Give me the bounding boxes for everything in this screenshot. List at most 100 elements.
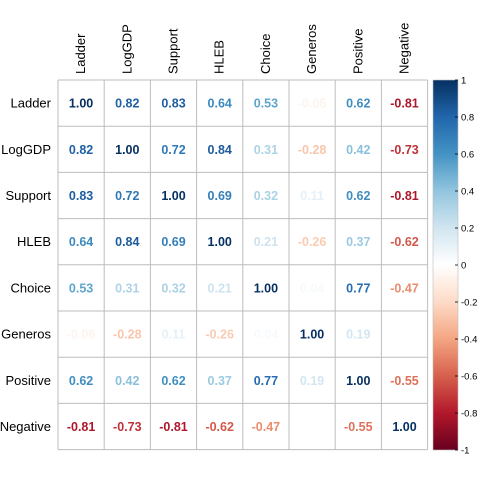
value-label-positive-loggdp: 0.42 (115, 374, 139, 388)
colorbar-tick-label: -1 (461, 446, 469, 457)
value-label-loggdp-choice: 0.31 (254, 143, 278, 157)
cell-support-ladder (58, 172, 105, 219)
row-label-choice: Choice (11, 280, 51, 295)
column-label-negative: Negative (397, 23, 412, 74)
heatmap-grid (57, 79, 429, 451)
column-label-positive: Positive (350, 28, 365, 74)
cell-positive-ladder (58, 357, 105, 404)
cell-loggdp-positive (335, 126, 382, 173)
cell-ladder-loggdp (104, 80, 151, 127)
row-label-loggdp: LogGDP (1, 142, 51, 157)
value-label-support-choice: 0.32 (254, 189, 278, 203)
value-label-choice-positive: 0.77 (346, 281, 370, 295)
cell-choice-loggdp (104, 264, 151, 311)
colorbar: 1 0.8 0.6 0.4 0.2 0 -0.2 -0.4 -0.6 -0.8 -1 (432, 76, 477, 457)
row-label-generos: Generos (1, 327, 51, 342)
value-label-choice-loggdp: 0.31 (115, 281, 139, 295)
row-label-support: Support (5, 188, 51, 203)
column-label-loggdp: LogGDP (119, 24, 134, 74)
value-label-positive-positive: 1.00 (346, 374, 370, 388)
row-label-ladder: Ladder (11, 96, 52, 111)
value-label-hleb-ladder: 0.64 (69, 235, 93, 249)
value-label-loggdp-positive: 0.42 (346, 143, 370, 157)
cell-support-generos (289, 172, 336, 219)
value-label-negative-ladder: -0.81 (67, 420, 96, 434)
cell-negative-generos (289, 403, 336, 450)
colorbar-tick-label: 0 (461, 261, 466, 272)
value-label-support-loggdp: 0.72 (115, 189, 139, 203)
value-label-support-hleb: 0.69 (208, 189, 232, 203)
value-label-generos-generos: 1.00 (300, 328, 324, 342)
cell-ladder-choice (242, 80, 289, 127)
cell-support-hleb (196, 172, 243, 219)
cell-generos-ladder (58, 311, 105, 358)
colorbar-tick-label: -0.6 (461, 372, 477, 383)
value-label-support-generos: 0.11 (300, 189, 324, 203)
cell-support-loggdp (104, 172, 151, 219)
value-label-positive-choice: 0.77 (254, 374, 278, 388)
value-label-hleb-choice: 0.21 (254, 235, 278, 249)
cell-positive-loggdp (104, 357, 151, 404)
value-label-ladder-choice: 0.53 (254, 97, 278, 111)
colorbar-tick-label: -0.2 (461, 298, 477, 309)
value-label-negative-hleb: -0.62 (205, 420, 234, 434)
value-label-positive-generos: 0.19 (300, 374, 324, 388)
heatmap-cells (58, 80, 428, 450)
cell-support-choice (242, 172, 289, 219)
cell-generos-choice (242, 311, 289, 358)
cell-ladder-positive (335, 80, 382, 127)
value-label-loggdp-negative: -0.73 (390, 143, 419, 157)
cell-support-negative (381, 172, 428, 219)
value-label-choice-ladder: 0.53 (69, 281, 93, 295)
cell-choice-generos (289, 264, 336, 311)
cell-negative-loggdp (104, 403, 151, 450)
colorbar-tick-label: -0.4 (461, 335, 477, 346)
column-label-ladder: Ladder (73, 33, 88, 74)
value-label-choice-choice: 1.00 (254, 281, 278, 295)
value-label-generos-loggdp: -0.28 (113, 328, 142, 342)
value-label-ladder-generos: -0.06 (298, 97, 327, 111)
value-label-negative-positive: -0.55 (344, 420, 373, 434)
cell-ladder-ladder (58, 80, 105, 127)
cell-choice-positive (335, 264, 382, 311)
cell-ladder-hleb (196, 80, 243, 127)
value-label-positive-ladder: 0.62 (69, 374, 93, 388)
value-label-negative-support: -0.81 (159, 420, 188, 434)
cell-generos-generos (289, 311, 336, 358)
cell-choice-hleb (196, 264, 243, 311)
value-label-negative-negative: 1.00 (392, 420, 416, 434)
value-label-loggdp-hleb: 0.84 (208, 143, 232, 157)
value-label-loggdp-loggdp: 1.00 (115, 143, 139, 157)
cell-generos-hleb (196, 311, 243, 358)
value-label-hleb-negative: -0.62 (390, 235, 419, 249)
row-label-positive: Positive (5, 373, 51, 388)
heatmap-value-labels: 1.00 0.82 0.83 0.64 0.53 -0.06 0.62 -0.81 0.82 1.… (67, 97, 419, 434)
cell-negative-hleb (196, 403, 243, 450)
cell-negative-choice (242, 403, 289, 450)
colorbar-tick-label: 1 (461, 76, 466, 87)
cell-hleb-positive (335, 218, 382, 265)
cell-hleb-generos (289, 218, 336, 265)
cell-generos-loggdp (104, 311, 151, 358)
cell-negative-negative (381, 403, 428, 450)
value-label-choice-support: 0.32 (161, 281, 185, 295)
column-label-generos: Generos (304, 24, 319, 74)
cell-choice-ladder (58, 264, 105, 311)
value-label-support-positive: 0.62 (346, 189, 370, 203)
cell-hleb-support (150, 218, 197, 265)
value-label-support-ladder: 0.83 (69, 189, 93, 203)
value-label-hleb-generos: -0.26 (298, 235, 327, 249)
value-label-support-support: 1.00 (161, 189, 185, 203)
value-label-hleb-loggdp: 0.84 (115, 235, 139, 249)
row-labels: Ladder LogGDP Support HLEB Choice Generos Posi… (0, 96, 52, 434)
value-label-choice-generos: 0.04 (300, 281, 324, 295)
value-label-ladder-ladder: 1.00 (69, 97, 93, 111)
cell-negative-ladder (58, 403, 105, 450)
value-label-generos-support: 0.11 (162, 328, 186, 342)
colorbar-tick-label: 0.6 (461, 150, 474, 161)
value-label-support-negative: -0.81 (390, 189, 419, 203)
value-label-hleb-positive: 0.37 (346, 235, 370, 249)
value-label-generos-ladder: -0.06 (67, 328, 96, 342)
cell-hleb-negative (381, 218, 428, 265)
cell-hleb-loggdp (104, 218, 151, 265)
